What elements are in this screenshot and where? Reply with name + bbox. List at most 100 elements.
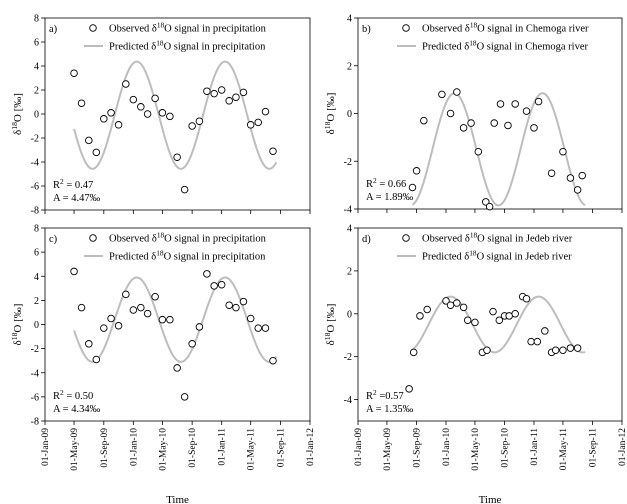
legend-observed-label: Observed δ18O signal in Jedeb river — [422, 230, 573, 245]
observed-point — [420, 116, 428, 125]
y-tick-label: 2 — [34, 296, 39, 307]
stat-r2: R2 = 0.50 — [53, 388, 93, 403]
observed-point — [225, 301, 233, 309]
y-tick-label: -4 — [31, 368, 39, 379]
legend-observed-marker — [402, 234, 410, 242]
observed-point — [566, 174, 575, 182]
stat-amplitude: A = 1.35‰ — [366, 404, 414, 415]
y-tick-label: 0 — [347, 109, 352, 120]
y-tick-label: 4 — [34, 272, 39, 283]
x-axis-label: Time — [479, 494, 502, 504]
observed-point — [482, 198, 490, 206]
observed-point — [122, 80, 130, 88]
legend-predicted-label: Predicted δ18O signal in precipitation — [109, 38, 266, 53]
observed-point — [85, 340, 93, 348]
observed-point — [474, 147, 483, 156]
panel-b: -4 -2 0 2 4 δ18O [‰] b) Observed δ18O signal in… — [323, 14, 623, 216]
predicted-line — [411, 92, 586, 207]
observed-point — [70, 69, 78, 77]
y-axis-label: δ18O [‰] — [323, 93, 338, 135]
observed-point — [530, 124, 538, 132]
observed-point — [129, 306, 138, 314]
observed-point — [446, 109, 455, 118]
legend-predicted-label: Predicted δ18O signal in Chemoga river — [422, 38, 588, 53]
observed-point — [408, 183, 417, 192]
observed-point — [203, 270, 211, 278]
stat-r2: R2 = 0.47 — [53, 177, 93, 192]
observed-point — [143, 110, 152, 118]
x-tick-label: 01-Jan-10 — [442, 428, 452, 466]
panel-c: -8 -6 -4 -2 0 2 4 6 8 δ18O [‰] 01-Jan-09 01-May-09 0… — [10, 224, 317, 504]
x-tick-label: 01-Sep-10 — [501, 428, 511, 468]
y-tick-label: -2 — [31, 134, 39, 145]
observed-point — [188, 340, 196, 348]
y-tick-label: -2 — [344, 157, 352, 168]
x-axis-label: Time — [166, 494, 189, 504]
observed-point — [239, 88, 248, 97]
observed-point — [92, 148, 101, 157]
y-tick-label: -4 — [344, 205, 352, 216]
legend-observed-label: Observed δ18O signal in Chemoga river — [422, 20, 589, 35]
observed-point — [459, 303, 468, 312]
panel-letter: a) — [49, 24, 58, 35]
observed-point — [559, 346, 567, 354]
observed-point — [254, 324, 262, 332]
y-tick-label: 0 — [34, 110, 39, 121]
observed-point — [483, 346, 491, 354]
observed-point — [188, 122, 196, 130]
x-tick-label: 01-Jan-09 — [41, 428, 51, 466]
legend-observed-label: Observed δ18O signal in precipitation — [109, 20, 267, 35]
observed-point — [490, 119, 498, 127]
observed-point — [578, 171, 586, 180]
y-tick-label: -8 — [31, 206, 39, 217]
observed-point — [114, 121, 123, 129]
legend-observed-label: Observed δ18O signal in precipitation — [109, 230, 267, 245]
legend-observed-marker — [89, 234, 97, 242]
y-axis-label: δ18O [‰] — [10, 304, 25, 346]
stat-amplitude: A = 4.34‰ — [53, 404, 101, 415]
x-tick-label: 01-Sep-11 — [589, 428, 599, 467]
observed-point — [246, 121, 255, 129]
x-tick-label: 01-Sep-09 — [413, 428, 423, 468]
observed-point — [143, 309, 152, 318]
y-tick-label: -6 — [31, 392, 39, 403]
legend-observed-marker — [402, 24, 410, 32]
observed-point — [527, 337, 535, 346]
observed-point — [559, 147, 567, 156]
observed-point — [495, 316, 504, 324]
y-tick-label: 8 — [34, 14, 39, 25]
observed-point — [485, 202, 494, 211]
observed-point — [511, 100, 519, 108]
predicted-line — [411, 295, 586, 354]
panel-d: -4 -2 0 2 4 δ18O [‰] 01-Jan-09 01-May-09 01-Sep-… — [323, 224, 627, 504]
x-tick-label: 01-Jan-11 — [530, 428, 540, 466]
observed-point — [504, 121, 512, 130]
panel-letter: b) — [362, 24, 371, 35]
observed-point — [77, 303, 86, 312]
y-tick-label: 4 — [34, 62, 39, 73]
observed-point — [246, 314, 255, 323]
observed-point — [405, 385, 413, 393]
y-tick-label: 4 — [347, 224, 352, 235]
observed-point — [180, 393, 189, 401]
x-tick-label: 01-Jan-09 — [354, 428, 364, 466]
y-tick-label: -6 — [31, 182, 39, 193]
observed-point — [522, 295, 531, 303]
observed-point — [261, 107, 270, 116]
observed-point — [225, 97, 233, 105]
observed-point — [217, 280, 226, 289]
observed-point — [166, 112, 174, 121]
y-tick-label: -2 — [344, 352, 352, 363]
y-tick-label: 8 — [34, 224, 39, 235]
predicted-line — [73, 60, 278, 170]
y-axis-label: δ18O [‰] — [10, 93, 25, 135]
observed-point — [232, 93, 240, 101]
observed-point — [129, 95, 138, 104]
observed-point — [533, 337, 542, 346]
observed-point — [107, 109, 115, 117]
observed-point — [203, 87, 211, 95]
observed-point — [77, 99, 86, 107]
observed-point — [70, 267, 78, 276]
y-tick-label: 0 — [347, 309, 352, 320]
